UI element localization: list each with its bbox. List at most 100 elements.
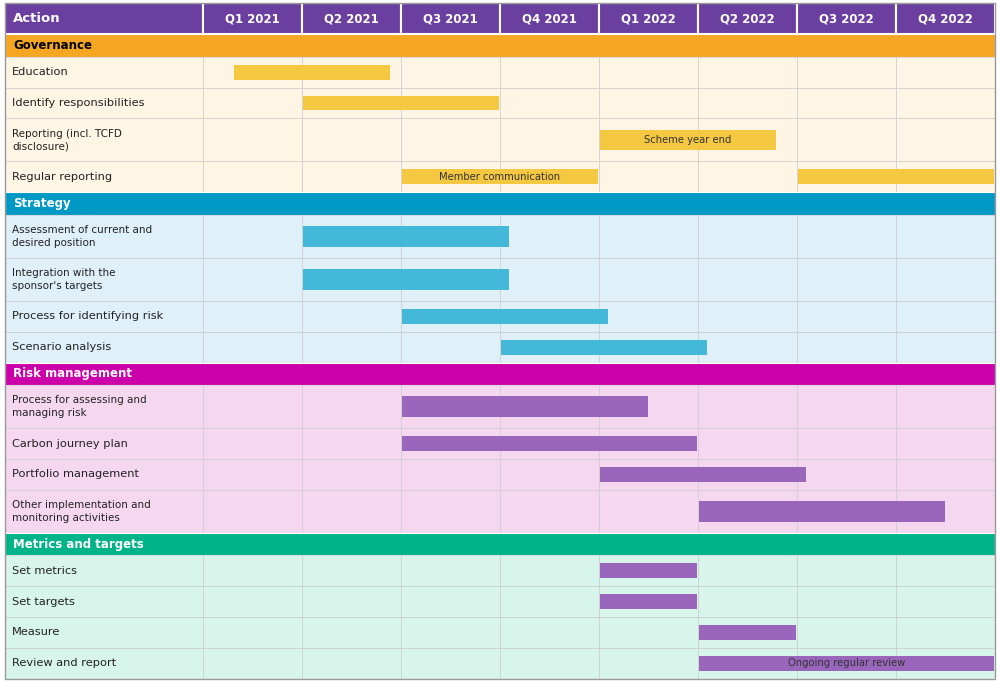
Bar [599, 555, 698, 587]
Text: Identify responsibilities: Identify responsibilities [12, 98, 144, 108]
Text: Set targets: Set targets [12, 597, 75, 606]
Bar [600, 467, 806, 481]
Bar [599, 428, 698, 459]
Bar [599, 57, 698, 87]
Bar [797, 215, 896, 258]
Text: Regular reporting: Regular reporting [12, 172, 112, 182]
Bar [302, 331, 401, 363]
Bar [699, 656, 994, 670]
Bar [302, 301, 401, 331]
Bar [500, 428, 599, 459]
Bar [798, 169, 994, 184]
Bar [599, 87, 698, 119]
Bar [203, 215, 302, 258]
Text: Q3 2021: Q3 2021 [423, 12, 478, 25]
Bar [203, 555, 302, 587]
Bar [797, 555, 896, 587]
Bar [302, 555, 401, 587]
Text: Assessment of current and
desired position: Assessment of current and desired positi… [12, 225, 152, 248]
Bar [302, 258, 401, 301]
Text: Q4 2022: Q4 2022 [918, 12, 973, 25]
Bar [500, 459, 599, 490]
Bar [401, 648, 500, 679]
Bar [698, 57, 797, 87]
Bar [500, 215, 599, 258]
Bar [401, 331, 500, 363]
Bar [401, 301, 500, 331]
Bar [698, 555, 797, 587]
Bar [500, 385, 599, 428]
Bar [698, 87, 797, 119]
Bar [500, 587, 599, 617]
Text: Member communication: Member communication [439, 172, 561, 182]
Text: Q1 2021: Q1 2021 [225, 12, 280, 25]
Bar [896, 459, 995, 490]
Bar [599, 3, 698, 34]
Text: Q2 2022: Q2 2022 [720, 12, 775, 25]
Bar [599, 490, 698, 533]
Bar [797, 258, 896, 301]
Bar [797, 119, 896, 162]
Bar [5, 258, 203, 301]
Bar [797, 162, 896, 192]
Bar [599, 648, 698, 679]
Text: Review and report: Review and report [12, 658, 116, 668]
Bar [302, 215, 401, 258]
Bar [698, 490, 797, 533]
Bar [402, 436, 697, 451]
Bar [698, 162, 797, 192]
Bar [797, 301, 896, 331]
Bar [896, 648, 995, 679]
Bar [797, 648, 896, 679]
Bar [401, 119, 500, 162]
Bar [599, 258, 698, 301]
Bar [500, 119, 599, 162]
Bar [402, 309, 608, 324]
Bar [698, 301, 797, 331]
Bar [698, 617, 797, 648]
Bar [203, 428, 302, 459]
Bar [5, 490, 203, 533]
Bar [302, 385, 401, 428]
Bar [896, 119, 995, 162]
Bar [699, 625, 796, 640]
Bar [302, 648, 401, 679]
Bar [600, 594, 697, 609]
Bar [5, 385, 203, 428]
Bar [599, 301, 698, 331]
Bar [203, 57, 302, 87]
Bar [5, 555, 203, 587]
Bar [500, 3, 599, 34]
Text: Other implementation and
monitoring activities: Other implementation and monitoring acti… [12, 500, 151, 522]
Bar [302, 428, 401, 459]
Bar [5, 87, 203, 119]
Bar [896, 57, 995, 87]
Bar [501, 340, 707, 355]
Text: Risk management: Risk management [13, 368, 132, 381]
Bar [500, 490, 599, 533]
Text: Q3 2022: Q3 2022 [819, 12, 874, 25]
Bar [5, 648, 203, 679]
Text: Q4 2021: Q4 2021 [522, 12, 577, 25]
Bar [698, 331, 797, 363]
Bar [699, 501, 944, 522]
Bar [5, 428, 203, 459]
Bar [303, 95, 499, 110]
Bar [500, 331, 599, 363]
Bar [599, 385, 698, 428]
Bar [401, 3, 500, 34]
Bar [302, 3, 401, 34]
Bar [599, 215, 698, 258]
Bar [500, 555, 599, 587]
Bar [599, 617, 698, 648]
Bar [5, 3, 203, 34]
Bar [896, 3, 995, 34]
Bar [797, 428, 896, 459]
Bar [5, 57, 203, 87]
Bar [401, 385, 500, 428]
Bar [797, 3, 896, 34]
Bar [896, 331, 995, 363]
Text: Process for identifying risk: Process for identifying risk [12, 312, 163, 321]
Bar [303, 269, 509, 290]
Bar [203, 490, 302, 533]
